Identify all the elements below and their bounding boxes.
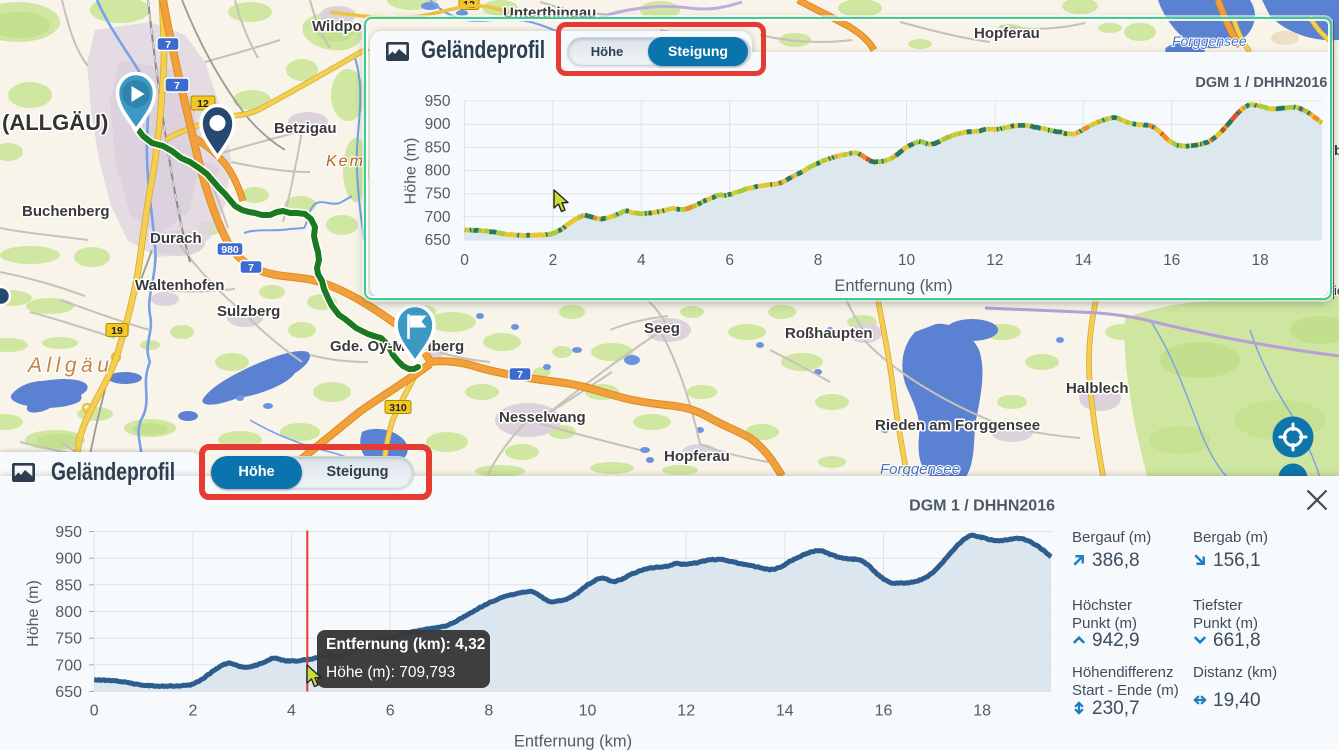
- svg-text:0: 0: [460, 252, 469, 269]
- svg-text:800: 800: [55, 604, 82, 621]
- svg-text:7: 7: [248, 262, 254, 274]
- svg-text:Hopferau: Hopferau: [974, 25, 1040, 42]
- svg-text:950: 950: [55, 524, 82, 541]
- svg-text:14: 14: [776, 702, 794, 719]
- svg-text:Nesselwang: Nesselwang: [499, 409, 586, 426]
- svg-text:Entfernung (km): Entfernung (km): [834, 277, 952, 295]
- svg-text:Wildpo: Wildpo: [312, 18, 362, 35]
- svg-text:650: 650: [55, 684, 82, 701]
- svg-text:Entfernung (km): Entfernung (km): [514, 732, 632, 750]
- svg-text:10: 10: [579, 702, 597, 719]
- svg-text:DGM 1 / DHHN2016: DGM 1 / DHHN2016: [1195, 75, 1327, 91]
- svg-text:18: 18: [973, 702, 991, 719]
- svg-text:7: 7: [165, 39, 171, 51]
- svg-text:ie: ie: [1334, 283, 1339, 298]
- svg-text:Sulzberg: Sulzberg: [217, 303, 280, 320]
- svg-text:Forggensee: Forggensee: [1172, 33, 1247, 49]
- svg-text:650: 650: [424, 232, 450, 249]
- svg-text:750: 750: [424, 186, 450, 203]
- svg-text:6: 6: [386, 702, 395, 719]
- svg-text:Buchenberg: Buchenberg: [22, 203, 110, 220]
- svg-text:2: 2: [548, 252, 557, 269]
- svg-text:8: 8: [813, 252, 822, 269]
- svg-text:700: 700: [55, 657, 82, 674]
- svg-text:10: 10: [897, 252, 915, 269]
- svg-text:Höhe (m): Höhe (m): [25, 580, 42, 647]
- svg-text:980: 980: [221, 244, 239, 256]
- svg-text:Betzigau: Betzigau: [274, 120, 337, 137]
- svg-text:310: 310: [389, 402, 407, 414]
- svg-text:Forggensee: Forggensee: [880, 461, 960, 478]
- svg-text:8: 8: [484, 702, 493, 719]
- svg-text:850: 850: [55, 577, 82, 594]
- svg-text:12: 12: [197, 98, 209, 110]
- svg-text:Hopferau: Hopferau: [664, 448, 730, 465]
- svg-text:2: 2: [188, 702, 197, 719]
- svg-text:4: 4: [287, 702, 296, 719]
- svg-text:7: 7: [174, 80, 180, 92]
- svg-text:800: 800: [424, 163, 450, 180]
- svg-text:Halblech: Halblech: [1066, 380, 1129, 397]
- svg-text:Rieden am Forggensee: Rieden am Forggensee: [875, 417, 1040, 434]
- svg-text:14: 14: [1074, 252, 1092, 269]
- svg-text:N (ALLGÄU): N (ALLGÄU): [0, 110, 108, 135]
- svg-text:Waltenhofen: Waltenhofen: [135, 277, 224, 294]
- svg-text:6: 6: [725, 252, 734, 269]
- svg-text:b: b: [1334, 142, 1339, 158]
- svg-text:12: 12: [986, 252, 1003, 269]
- svg-text:18: 18: [1251, 252, 1268, 269]
- svg-text:Durach: Durach: [150, 230, 202, 247]
- svg-text:0: 0: [90, 702, 99, 719]
- svg-text:4: 4: [636, 252, 645, 269]
- svg-text:Allgäu: Allgäu: [26, 354, 113, 377]
- svg-text:Kem: Kem: [326, 153, 365, 170]
- svg-text:16: 16: [875, 702, 893, 719]
- svg-text:16: 16: [1163, 252, 1180, 269]
- svg-text:Seeg: Seeg: [644, 320, 680, 337]
- svg-text:700: 700: [424, 209, 450, 226]
- svg-text:Höhe (m): Höhe (m): [402, 138, 419, 205]
- svg-text:19: 19: [111, 325, 123, 337]
- svg-text:850: 850: [424, 139, 450, 156]
- svg-text:Roßhaupten: Roßhaupten: [785, 325, 873, 342]
- svg-text:7: 7: [517, 369, 523, 381]
- svg-text:Gde. Oy-Mittelberg: Gde. Oy-Mittelberg: [330, 338, 464, 355]
- svg-text:900: 900: [55, 550, 82, 567]
- svg-text:900: 900: [424, 116, 450, 133]
- svg-text:750: 750: [55, 630, 82, 647]
- svg-text:950: 950: [424, 93, 450, 110]
- svg-text:12: 12: [677, 702, 695, 719]
- svg-text:DGM 1 / DHHN2016: DGM 1 / DHHN2016: [909, 497, 1055, 514]
